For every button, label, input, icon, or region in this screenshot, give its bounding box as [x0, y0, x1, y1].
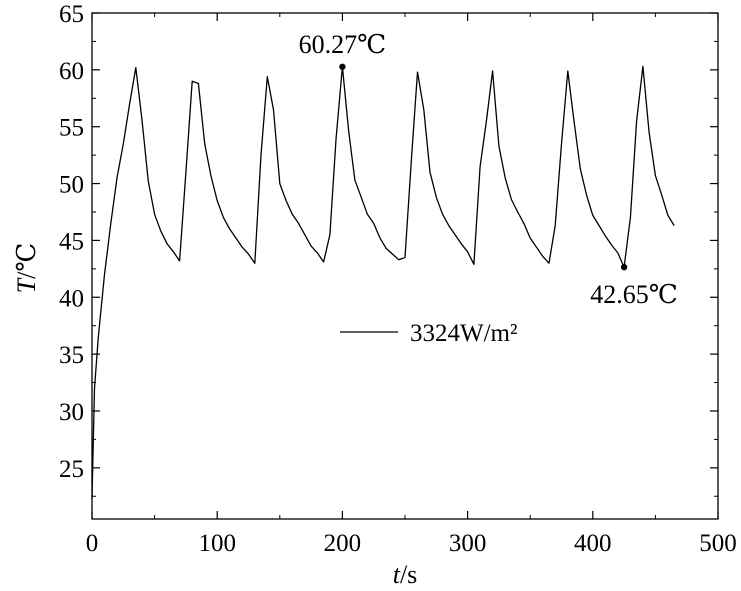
- x-tick-label: 300: [449, 530, 487, 557]
- x-tick-label: 0: [86, 530, 99, 557]
- y-tick-label: 25: [59, 456, 84, 483]
- annotation-point: [620, 263, 628, 271]
- x-axis-unit: /s: [400, 560, 417, 589]
- series-layer: [91, 65, 675, 499]
- x-tick-label: 400: [574, 530, 612, 557]
- y-axis-unit: /℃: [12, 243, 41, 279]
- ticks-layer: 0 100 200 300 400 500 25 30 35 40 45 50 55 60 65: [59, 1, 737, 557]
- annotation-label: 60.27℃: [299, 30, 387, 59]
- y-axis-symbol: T: [12, 277, 41, 293]
- x-axis-title: t/s: [393, 560, 418, 589]
- y-tick-label: 55: [59, 115, 84, 142]
- y-tick-label: 65: [59, 1, 84, 28]
- legend: 3324W/m²: [340, 320, 517, 347]
- y-tick-label: 45: [59, 228, 84, 255]
- x-tick-label: 500: [699, 530, 737, 557]
- y-tick-label: 35: [59, 342, 84, 369]
- y-tick-label: 40: [59, 285, 84, 312]
- x-axis-symbol: t: [393, 560, 401, 589]
- y-axis-title: T/℃: [12, 243, 41, 294]
- series-line: [91, 65, 675, 499]
- y-tick-label: 50: [59, 172, 84, 199]
- annotation-label: 42.65℃: [590, 280, 678, 309]
- y-tick-label: 30: [59, 399, 84, 426]
- annotation-point: [339, 63, 346, 70]
- annotation-layer: 60.27℃ 42.65℃: [299, 30, 678, 309]
- x-tick-label: 100: [198, 530, 236, 557]
- x-tick-label: 200: [324, 530, 362, 557]
- legend-label: 3324W/m²: [410, 320, 517, 347]
- y-tick-label: 60: [59, 58, 84, 85]
